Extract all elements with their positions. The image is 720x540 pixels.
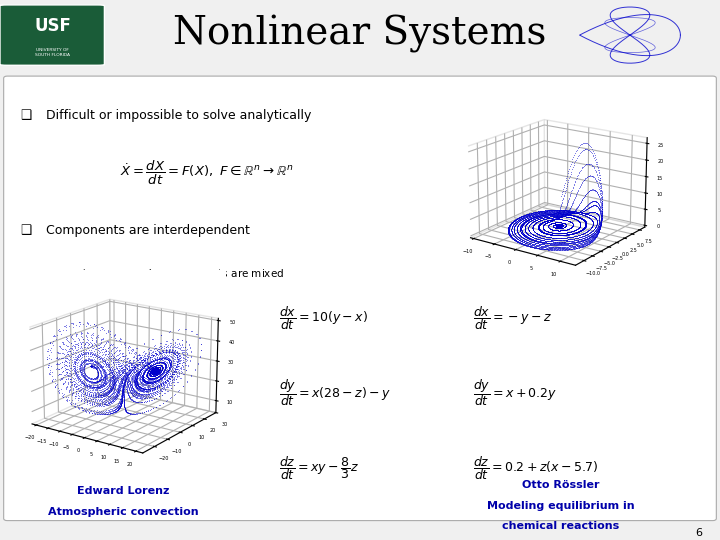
Text: ➤: ➤ [53, 269, 63, 279]
Text: $\dfrac{dz}{dt} = xy - \dfrac{8}{3}z$: $\dfrac{dz}{dt} = xy - \dfrac{8}{3}z$ [279, 454, 359, 482]
Text: Edward Lorenz: Edward Lorenz [78, 486, 170, 496]
Text: Difficult or impossible to solve analytically: Difficult or impossible to solve analyti… [46, 109, 311, 122]
Text: $\dfrac{dx}{dt} = 10(y - x)$: $\dfrac{dx}{dt} = 10(y - x)$ [279, 304, 368, 332]
Text: ❑: ❑ [20, 109, 31, 122]
Text: Otto Rössler: Otto Rössler [522, 481, 600, 490]
Text: $\dfrac{dz}{dt} = 0.2 + z(x-5.7)$: $\dfrac{dz}{dt} = 0.2 + z(x-5.7)$ [473, 454, 598, 482]
Text: USF: USF [34, 17, 71, 35]
Text: $\dot{X} = \dfrac{dX}{dt} = F(X),\ F \in \mathbb{R}^n \rightarrow \mathbb{R}^n$: $\dot{X} = \dfrac{dX}{dt} = F(X),\ F \in… [120, 159, 294, 187]
Text: $\it{i.e.,}$ x, y and z components are mixed: $\it{i.e.,}$ x, y and z components are m… [81, 267, 284, 281]
FancyBboxPatch shape [0, 5, 104, 65]
Text: Components are interdependent: Components are interdependent [46, 224, 250, 237]
FancyBboxPatch shape [4, 76, 716, 521]
Text: $\dfrac{dx}{dt} = -y - z$: $\dfrac{dx}{dt} = -y - z$ [473, 304, 552, 332]
Text: chemical reactions: chemical reactions [503, 522, 620, 531]
Text: $\dfrac{dy}{dt} = x + 0.2y$: $\dfrac{dy}{dt} = x + 0.2y$ [473, 377, 557, 408]
Text: Atmospheric convection: Atmospheric convection [48, 507, 199, 517]
Text: Nonlinear Systems: Nonlinear Systems [174, 15, 546, 53]
Text: 6: 6 [695, 528, 702, 538]
Text: UNIVERSITY OF
SOUTH FLORIDA: UNIVERSITY OF SOUTH FLORIDA [35, 49, 70, 57]
Text: $\dfrac{dy}{dt} = x(28-z)-y$: $\dfrac{dy}{dt} = x(28-z)-y$ [279, 377, 391, 408]
Text: ❑: ❑ [20, 224, 31, 237]
Text: Modeling equilibrium in: Modeling equilibrium in [487, 501, 635, 511]
